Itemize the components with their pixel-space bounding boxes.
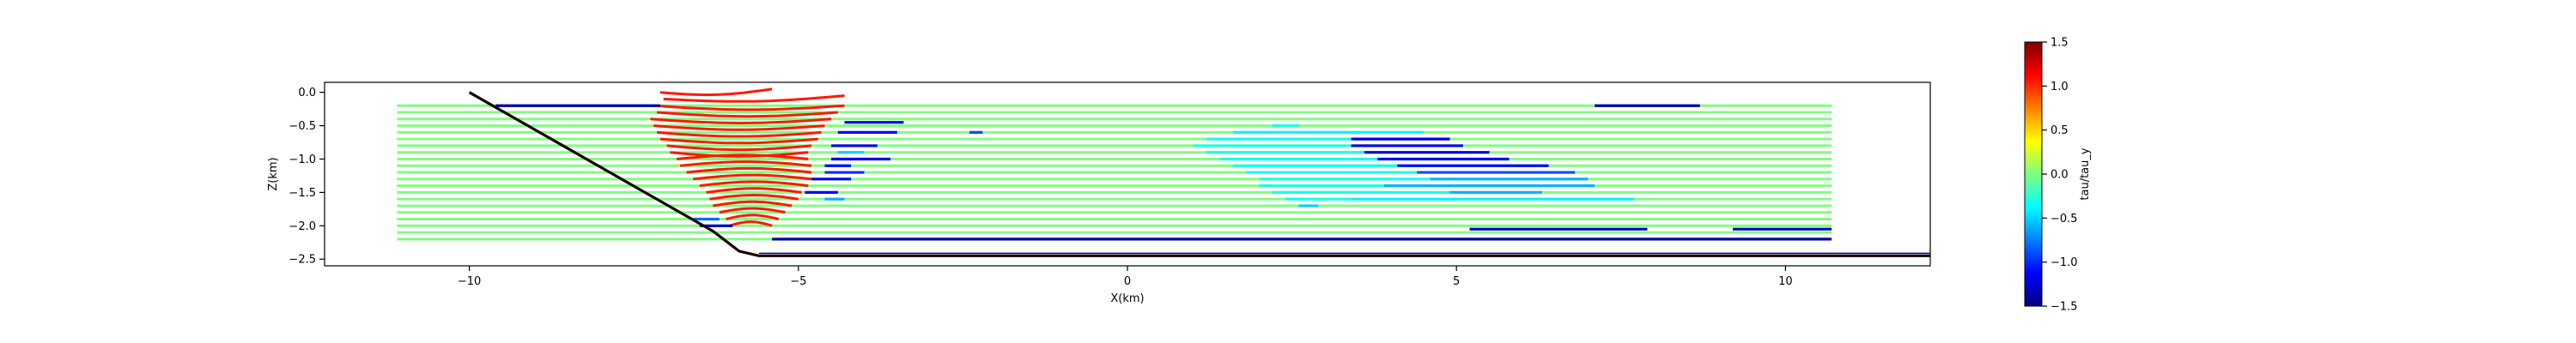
- colorbar-gradient: [2024, 41, 2043, 307]
- stress-band: [659, 137, 818, 145]
- y-tick-label: −1.0: [289, 153, 316, 166]
- y-tick-label: −1.5: [289, 187, 316, 200]
- colorbar: 1.5 1.0 0.5 0.0 −0.5 −1.0 −1.5 tau/tau_y: [2024, 37, 2092, 314]
- stress-band: [693, 173, 812, 181]
- stress-band: [663, 94, 845, 103]
- fault-line: [468, 91, 1930, 257]
- stress-band: [699, 180, 809, 188]
- stress-band: [653, 124, 825, 131]
- colorbar-tick-label: 0.0: [2050, 169, 2069, 182]
- stress-band: [709, 193, 799, 201]
- plot-content: [397, 87, 1930, 257]
- y-tick-label: −0.5: [289, 120, 316, 133]
- x-tick-label: −10: [458, 275, 481, 288]
- colorbar-tick-label: −1.0: [2050, 256, 2078, 269]
- y-tick-label: −2.0: [289, 220, 316, 233]
- stress-band: [686, 166, 812, 174]
- stress-band: [676, 153, 809, 160]
- colorbar-tick-label: −0.5: [2050, 213, 2078, 226]
- x-tick-label: −5: [790, 275, 806, 288]
- stress-band: [659, 87, 773, 97]
- stress-band: [666, 144, 812, 152]
- x-tick-label: 10: [1778, 275, 1793, 288]
- stress-band: [719, 207, 786, 214]
- stress-band: [679, 160, 812, 167]
- x-axis-label: X(km): [1110, 292, 1144, 305]
- stress-band: [670, 151, 809, 158]
- stress-band: [650, 117, 832, 125]
- stress-band: [656, 130, 822, 138]
- colorbar-tick-label: −1.5: [2050, 301, 2078, 314]
- stress-band: [728, 220, 773, 227]
- colorbar-tick-label: 1.5: [2050, 37, 2069, 50]
- colorbar-label: tau/tau_y: [2079, 147, 2092, 200]
- y-axis-label: Z(km): [267, 157, 280, 190]
- y-axis-ticks: 0.0 −0.5 −1.0 −1.5 −2.0 −2.5: [289, 87, 325, 267]
- colorbar-tick-label: 1.0: [2050, 81, 2069, 93]
- stress-band: [726, 214, 780, 220]
- y-tick-label: 0.0: [298, 87, 316, 99]
- y-tick-label: −2.5: [289, 254, 316, 267]
- colorbar-tick-label: 0.5: [2050, 124, 2069, 137]
- plot-area: −10 −5 0 5 10 0.0−0.5−1.0−1.5−2.0−2.5 X(km) …: [267, 81, 1931, 305]
- x-tick-label: 0: [1124, 275, 1131, 288]
- stress-band: [712, 200, 793, 208]
- x-tick-label: 5: [1453, 275, 1460, 288]
- x-axis-ticks: −10 −5 0 5 10: [458, 266, 1793, 288]
- colorbar-ticks: 1.5 1.0 0.5 0.0 −0.5 −1.0 −1.5: [2042, 37, 2078, 314]
- stress-band: [653, 104, 845, 111]
- stress-band: [706, 187, 802, 194]
- stress-band: [656, 111, 838, 118]
